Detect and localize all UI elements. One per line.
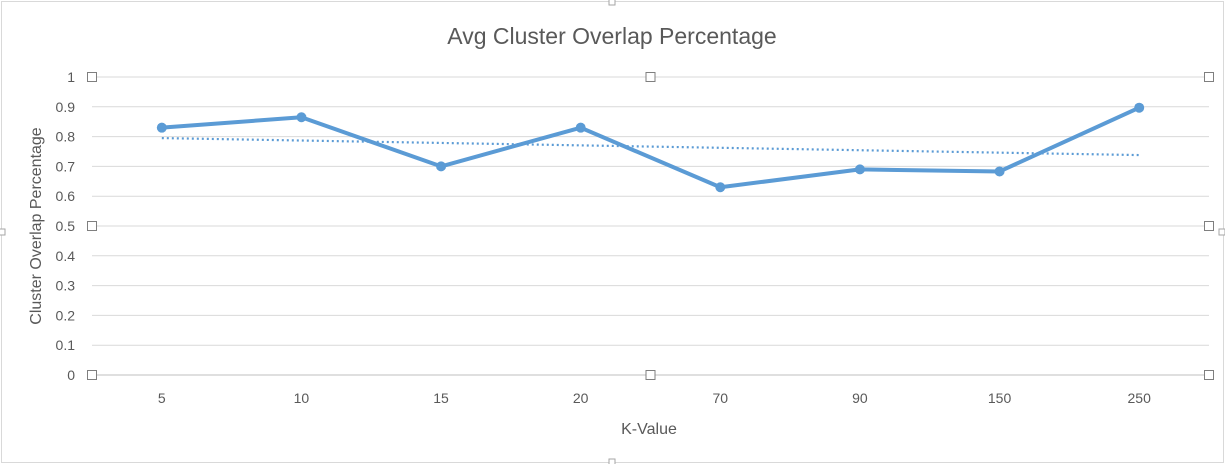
plot-area-resize-handle[interactable] <box>1204 72 1214 82</box>
data-point[interactable] <box>575 122 586 133</box>
data-point[interactable] <box>994 166 1005 177</box>
plot-area-resize-handle[interactable] <box>645 370 656 380</box>
y-tick-label: 0.8 <box>56 129 76 145</box>
plot-area-resize-handle[interactable] <box>1204 221 1214 231</box>
y-tick-label: 0.9 <box>56 99 76 115</box>
x-tick-label: 5 <box>158 390 166 406</box>
series-line[interactable] <box>159 105 1142 190</box>
x-tick-label: 20 <box>573 390 589 406</box>
chart-resize-handle[interactable] <box>1218 228 1225 236</box>
data-point[interactable] <box>715 182 726 193</box>
x-tick-label: 90 <box>852 390 868 406</box>
x-tick-label: 150 <box>988 390 1012 406</box>
x-tick-label: 70 <box>713 390 729 406</box>
y-tick-label: 0.4 <box>56 248 76 264</box>
y-tick-label: 0.3 <box>56 278 76 294</box>
data-point[interactable] <box>854 164 865 175</box>
chart-title: Avg Cluster Overlap Percentage <box>447 23 776 49</box>
chart-resize-handle[interactable] <box>608 458 616 466</box>
data-point[interactable] <box>296 112 307 123</box>
plot-area-resize-handle[interactable] <box>87 72 97 82</box>
y-tick-label: 0 <box>67 367 75 383</box>
plot-area-resize-handle[interactable] <box>645 72 656 82</box>
x-axis-ticks: 5 10 15 20 70 90 150 250 <box>158 390 1151 406</box>
gridlines <box>92 76 1209 376</box>
data-point[interactable] <box>1134 102 1145 113</box>
x-axis-label: K-Value <box>621 421 677 438</box>
plot-area-resize-handle[interactable] <box>1204 370 1214 380</box>
y-axis-ticks: 0 0.1 0.2 0.3 0.4 0.5 0.6 0.7 0.8 0.9 1 <box>56 69 76 383</box>
y-tick-label: 0.1 <box>56 337 76 353</box>
x-tick-label: 10 <box>294 390 310 406</box>
trendline <box>161 136 1140 157</box>
y-axis-label: Cluster Overlap Percentage <box>28 127 45 325</box>
chart-resize-handle[interactable] <box>0 228 6 236</box>
data-point[interactable] <box>156 122 167 133</box>
y-tick-label: 1 <box>67 69 75 85</box>
trendline-path <box>161 136 1140 157</box>
y-tick-label: 0.5 <box>56 218 76 234</box>
plot-area-resize-handle[interactable] <box>87 370 97 380</box>
y-tick-label: 0.7 <box>56 158 76 174</box>
data-series[interactable] <box>156 102 1145 193</box>
plot-area-resize-handle[interactable] <box>87 221 97 231</box>
data-point[interactable] <box>436 161 447 172</box>
chart-resize-handle[interactable] <box>608 0 616 6</box>
y-tick-label: 0.6 <box>56 188 76 204</box>
x-tick-label: 250 <box>1128 390 1152 406</box>
y-tick-label: 0.2 <box>56 307 76 323</box>
x-tick-label: 15 <box>433 390 449 406</box>
